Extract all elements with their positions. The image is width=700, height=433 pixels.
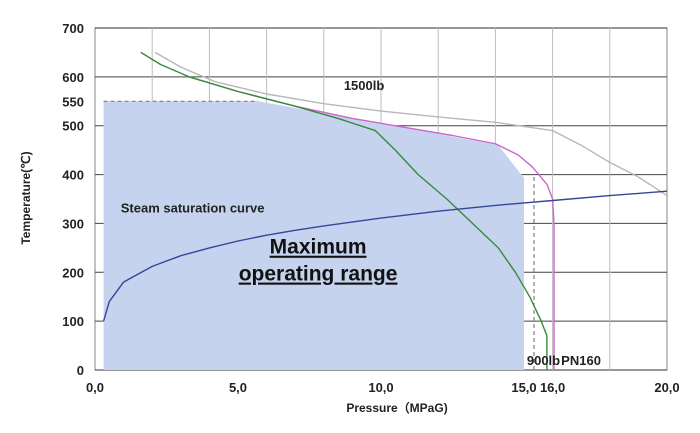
annotation-1500lb: 1500lb	[344, 78, 385, 93]
x-tick-label: 15,0	[511, 380, 536, 395]
x-tick-label: 20,0	[654, 380, 679, 395]
y-tick-label: 0	[77, 363, 84, 378]
annotations: 1500lb Steam saturation curve 900lb PN160	[121, 78, 601, 368]
series-line-steam-saturation-curve	[102, 190, 668, 322]
y-tick-label: 500	[62, 119, 84, 134]
tick-labels: 0,0 5,0 10,0 15,0 16,0 20,0 0 100 200 300 400 500 55…	[62, 21, 679, 395]
y-tick-label: 400	[62, 168, 84, 183]
x-tick-label: 5,0	[229, 380, 247, 395]
series-line-900lb	[140, 51, 548, 370]
y-tick-label: 600	[62, 70, 84, 85]
operating-region-area	[103, 101, 524, 371]
x-tick-label: 10,0	[368, 380, 393, 395]
x-tick-label: 16,0	[540, 380, 565, 395]
region-label-line1: Maximum	[270, 236, 367, 259]
y-tick-label: 700	[62, 21, 84, 36]
series-lines	[102, 51, 668, 370]
y-tick-label: 550	[62, 94, 84, 109]
y-tick-label: 200	[62, 265, 84, 280]
region-label-line2: operating range	[239, 263, 398, 286]
annotation-pn160: PN160	[561, 353, 601, 368]
operating-region: Maximum operating range	[103, 101, 524, 371]
annotation-900lb: 900lb	[527, 353, 560, 368]
y-axis-title: Temperature(℃)	[19, 151, 33, 244]
x-axis-title: Pressure（MPaG)	[346, 400, 447, 415]
annotation-steam-saturation-curve: Steam saturation curve	[121, 201, 265, 216]
series-line-1500lb	[154, 51, 668, 197]
y-tick-label: 100	[62, 314, 84, 329]
y-tick-label: 300	[62, 216, 84, 231]
x-tick-label: 0,0	[86, 380, 104, 395]
